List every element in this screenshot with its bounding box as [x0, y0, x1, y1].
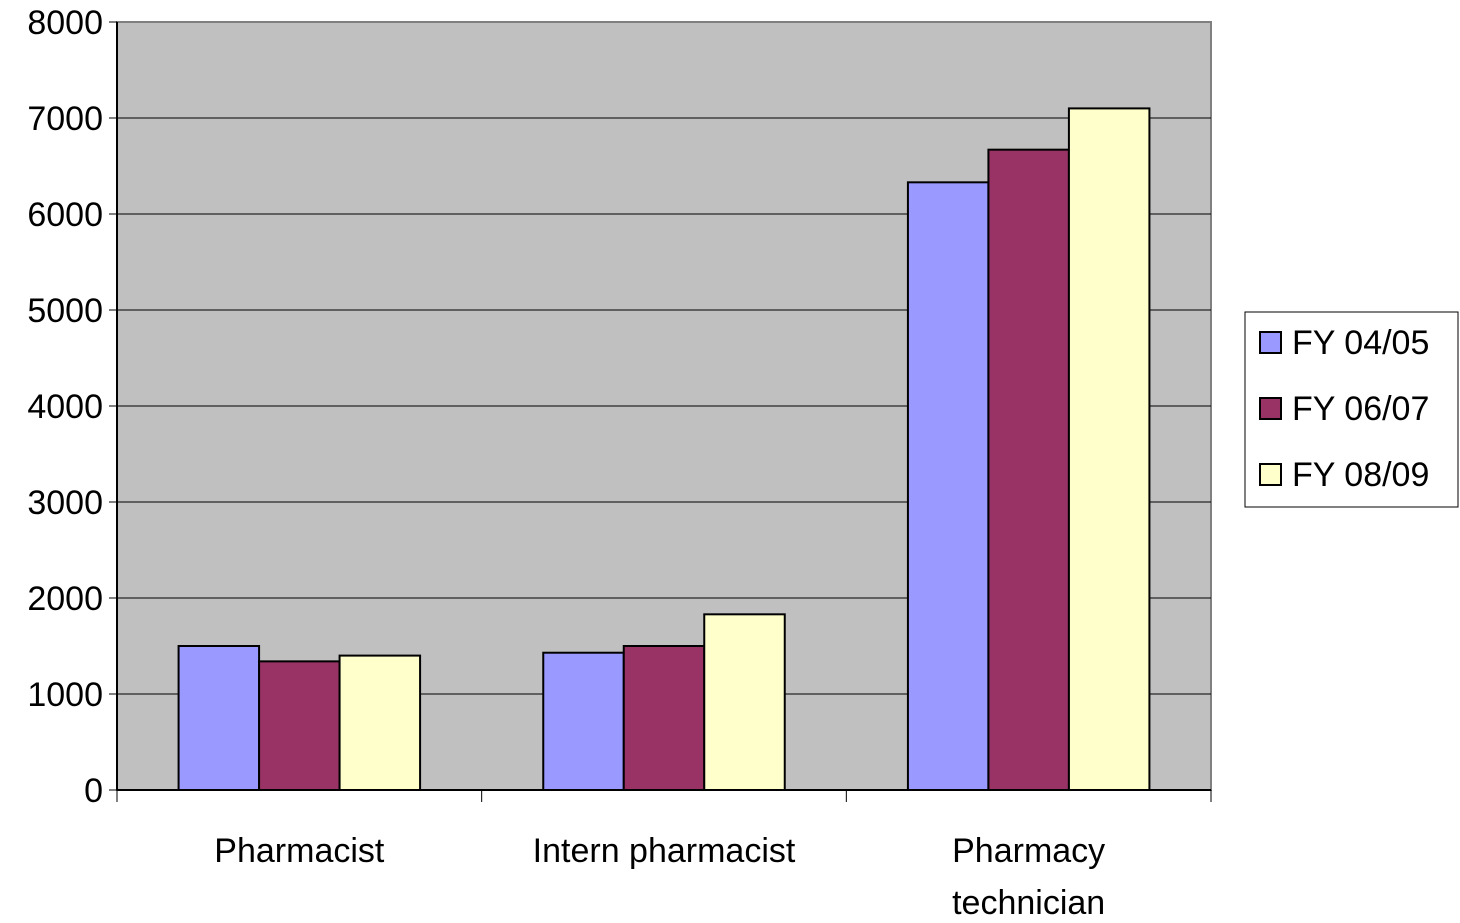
x-tick-label: Pharmacy — [952, 832, 1105, 870]
y-tick-label: 2000 — [27, 580, 103, 618]
legend-label: FY 04/05 — [1292, 324, 1429, 362]
bar — [1067, 107, 1151, 791]
legend-label: FY 06/07 — [1292, 390, 1429, 428]
bar — [987, 148, 1070, 791]
y-tick-label: 4000 — [27, 388, 103, 426]
bar — [258, 660, 341, 791]
y-tick-label: 6000 — [27, 196, 103, 234]
bar — [338, 654, 422, 791]
x-axis-ticks: Pharmacist Intern pharmacist Pharmacy techn… — [116, 790, 1212, 922]
y-tick-label: 3000 — [27, 484, 103, 522]
bar — [906, 181, 990, 791]
bar — [703, 613, 786, 791]
legend-swatch — [1259, 397, 1282, 420]
y-tick-label: 0 — [84, 772, 103, 810]
x-tick-label: Pharmacist — [214, 832, 385, 870]
y-tick-label: 8000 — [27, 4, 103, 42]
legend-label: FY 08/09 — [1292, 456, 1429, 494]
bar — [622, 645, 706, 791]
y-tick-label: 1000 — [27, 676, 103, 714]
x-tick-label: technician — [952, 884, 1105, 922]
y-tick-label: 7000 — [27, 100, 103, 138]
x-tick-label: Intern pharmacist — [533, 832, 796, 870]
y-tick-label: 5000 — [27, 292, 103, 330]
bar — [177, 645, 261, 791]
bar — [542, 651, 625, 791]
bars — [177, 107, 1151, 791]
y-axis-ticks: 0 1000 2000 3000 4000 5000 6000 7000 8000 — [27, 4, 117, 810]
legend-swatch — [1259, 463, 1282, 486]
legend-swatch — [1259, 331, 1282, 354]
legend: FY 04/05 FY 06/07 FY 08/09 — [1244, 311, 1459, 508]
